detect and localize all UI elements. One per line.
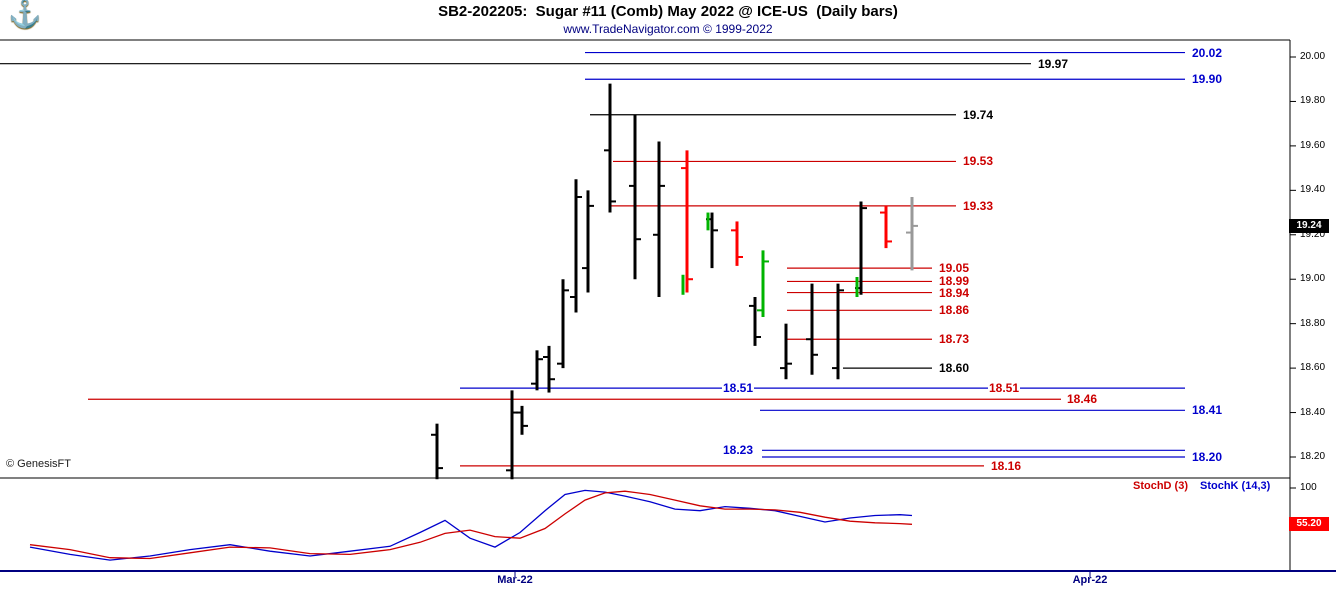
stoch-d-line — [29, 490, 913, 560]
price-level-label[interactable]: 19.53 — [962, 154, 995, 169]
price-level-label[interactable]: 18.46 — [1066, 392, 1099, 407]
price-level-label[interactable]: 20.02 — [1191, 45, 1224, 60]
price-level-label[interactable]: 18.51 — [722, 381, 755, 396]
price-level-label[interactable]: 18.99 — [938, 274, 971, 289]
price-level-label[interactable]: 19.05 — [938, 261, 971, 276]
price-level-label[interactable]: 19.97 — [1037, 56, 1070, 71]
price-level-label[interactable]: 18.73 — [938, 332, 971, 347]
price-level-label[interactable]: 18.51 — [988, 381, 1021, 396]
price-level-label[interactable]: 19.33 — [962, 198, 995, 213]
price-level-label[interactable]: 19.90 — [1191, 72, 1224, 87]
price-level-label[interactable]: 18.16 — [990, 458, 1023, 473]
chart-title: SB2-202205: Sugar #11 (Comb) May 2022 @ … — [438, 3, 898, 20]
chart-subtitle: www.TradeNavigator.com © 1999-2022 — [563, 22, 773, 36]
price-level-label[interactable]: 19.74 — [962, 107, 995, 122]
price-level-label[interactable]: 18.86 — [938, 303, 971, 318]
price-level-label[interactable]: 18.60 — [938, 361, 971, 376]
stoch-k-line — [29, 489, 913, 561]
price-level-label[interactable]: 18.20 — [1191, 449, 1224, 464]
genesis-logo-icon: ⚓ — [8, 0, 42, 29]
price-level-label[interactable]: 18.94 — [938, 285, 971, 300]
price-level-label[interactable]: 18.41 — [1191, 403, 1224, 418]
price-level-label[interactable]: 18.23 — [722, 443, 755, 458]
